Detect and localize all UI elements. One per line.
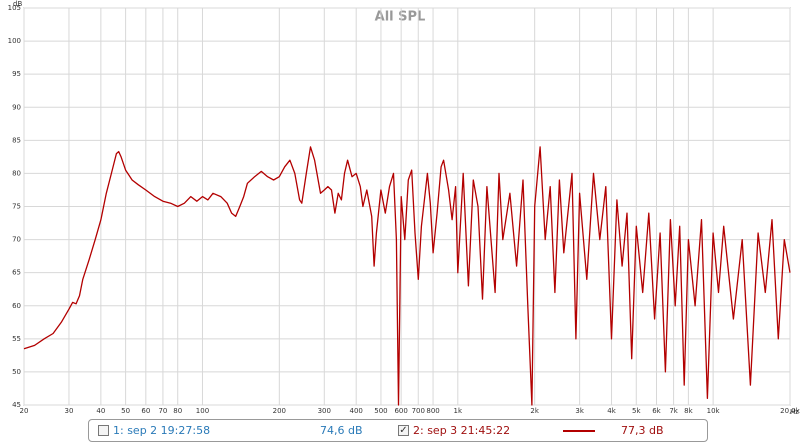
x-tick-label: 8k [684,407,693,415]
x-tick-label: 20 [20,407,29,415]
y-tick-label: 90 [12,103,21,111]
y-tick-label: 105 [8,4,21,12]
legend-reading: 77,3 dB [621,424,664,437]
legend-label: 2: sep 3 21:45:22 [413,424,511,437]
y-tick-label: 75 [12,203,21,211]
x-tick-label: 300 [318,407,331,415]
x-tick-label: 2k [530,407,539,415]
y-tick-label: 65 [12,269,21,277]
x-tick-label: 3k [575,407,584,415]
legend-label: 1: sep 2 19:27:58 [113,424,211,437]
x-tick-label: 70 [158,407,167,415]
x-tick-label: 4k [607,407,616,415]
x-tick-label: 100 [196,407,209,415]
y-tick-label: 60 [12,302,21,310]
checkbox[interactable]: ✓ [398,425,409,436]
x-axis-label: Hz [790,408,799,416]
legend-line-sample [563,430,595,432]
checkbox[interactable] [98,425,109,436]
x-tick-label: 30 [65,407,74,415]
x-tick-label: 800 [426,407,439,415]
x-tick-label: 40 [96,407,105,415]
x-tick-label: 400 [350,407,363,415]
x-tick-label: 500 [374,407,387,415]
chart: All SPL dB Hz 45 50 55 60 65 70 75 80 85 90 95 100 1… [8,0,800,416]
y-tick-label: 70 [12,236,21,244]
x-tick-label: 5k [632,407,641,415]
x-tick-label: 60 [141,407,150,415]
legend-reading: 74,6 dB [320,424,363,437]
y-tick-label: 100 [8,37,21,45]
x-tick-label: 600 [394,407,407,415]
x-tick-label: 200 [273,407,286,415]
y-axis-label: dB [13,0,22,8]
x-tick-label: 10k [707,407,721,415]
y-tick-label: 80 [12,169,21,177]
chart-title: All SPL [375,10,426,25]
y-tick-label: 55 [12,335,21,343]
spl-line [23,146,791,406]
y-tick-label: 50 [12,368,21,376]
y-tick-label: 95 [12,70,21,78]
y-tick-label: 85 [12,136,21,144]
x-tick-label: 20,0k [780,407,800,415]
x-tick-label: 7k [669,407,678,415]
x-tick-label: 80 [173,407,182,415]
y-tick-label: 45 [12,401,21,409]
x-tick-label: 6k [652,407,661,415]
x-tick-label: 700 [412,407,425,415]
legend: 1: sep 2 19:27:58 74,6 dB ✓ 2: sep 3 21:45:… [88,419,708,442]
x-tick-label: 1k [454,407,463,415]
x-tick-label: 50 [121,407,130,415]
